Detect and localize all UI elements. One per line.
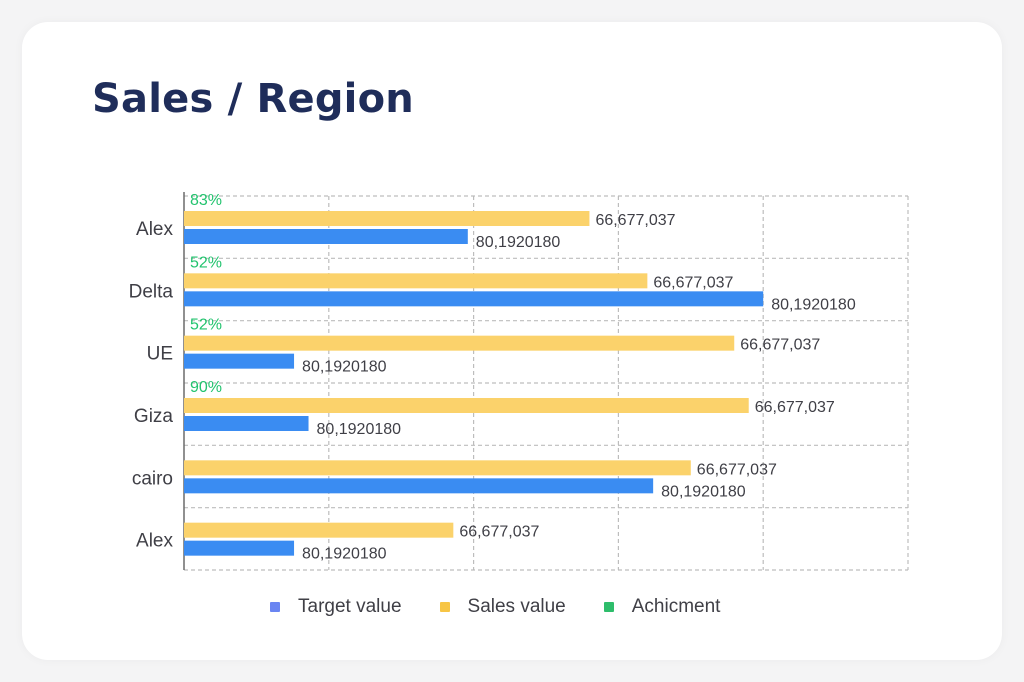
category-label: cairo (132, 468, 173, 489)
achievement-label: 90% (190, 379, 222, 396)
data-label-target: 80,1920180 (661, 483, 746, 500)
data-label-target: 80,1920180 (302, 359, 387, 376)
data-label-sales: 66,677,037 (755, 399, 835, 416)
category-label: UE (147, 344, 173, 365)
bar-sales (184, 335, 735, 351)
achievement-label: 52% (190, 254, 222, 271)
bar-sales (184, 522, 454, 538)
achievement-label: 52% (190, 317, 222, 334)
data-label-sales: 66,677,037 (697, 461, 777, 478)
legend-label-target: Target value (298, 596, 402, 617)
chart-title: Sales / Region (92, 76, 414, 122)
legend-item-achievement[interactable]: Achicment (603, 596, 721, 618)
bar-target (184, 540, 295, 556)
bar-target (184, 416, 309, 431)
bar-sales (184, 460, 691, 476)
legend-label-achievement: Achicment (631, 596, 721, 617)
legend-label-sales: Sales value (467, 596, 566, 617)
data-label-sales: 66,677,037 (595, 212, 675, 229)
data-label-target: 80,1920180 (476, 234, 561, 251)
legend-swatch-achievement (603, 602, 614, 612)
data-label-target: 80,1920180 (771, 296, 856, 313)
category-label: Alex (136, 531, 173, 552)
achievement-label: 83% (190, 192, 222, 209)
bar-target (184, 478, 654, 494)
data-label-target: 80,1920180 (317, 421, 402, 438)
data-label-sales: 66,677,037 (459, 524, 539, 541)
legend-swatch-sales (439, 602, 450, 612)
category-label: Giza (134, 406, 174, 427)
bar-sales (184, 211, 590, 226)
bar-sales (184, 273, 648, 289)
category-label: Alex (136, 219, 173, 240)
category-label: Delta (129, 281, 174, 302)
data-label-sales: 66,677,037 (653, 274, 733, 291)
legend-swatch-target (270, 602, 280, 612)
data-label-sales: 66,677,037 (740, 337, 820, 354)
bar-sales (184, 398, 749, 413)
legend-item-sales[interactable]: Sales value (439, 596, 566, 618)
legend-item-target[interactable]: Target value (270, 596, 402, 618)
bar-target (184, 229, 468, 244)
data-label-target: 80,1920180 (302, 546, 387, 563)
chart-legend: Target value Sales value Achicment (270, 596, 758, 618)
bar-target (184, 291, 764, 307)
bar-target (184, 353, 295, 369)
